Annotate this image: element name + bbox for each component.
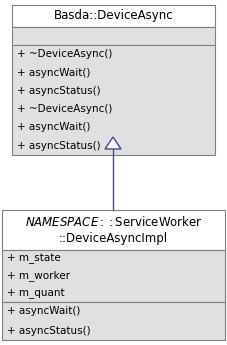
Text: + ~DeviceAsync(): + ~DeviceAsync() (17, 104, 112, 114)
Text: + asyncWait(): + asyncWait() (17, 68, 90, 78)
Bar (12, 27, 215, 45)
Text: + m_quant: + m_quant (7, 288, 65, 298)
Text: + asyncStatus(): + asyncStatus() (17, 141, 101, 151)
Text: Basda::DeviceAsync: Basda::DeviceAsync (54, 10, 173, 22)
Text: + m_worker: + m_worker (7, 270, 70, 282)
Text: + asyncStatus(): + asyncStatus() (7, 325, 91, 335)
Text: + ~DeviceAsync(): + ~DeviceAsync() (17, 49, 112, 59)
Text: $NAMESPACE::$ServiceWorker
::DeviceAsyncImpl: $NAMESPACE::$ServiceWorker ::DeviceAsync… (25, 215, 202, 245)
Text: + asyncWait(): + asyncWait() (7, 306, 80, 316)
Bar (2, 302, 225, 340)
Bar (2, 210, 225, 250)
Text: + m_state: + m_state (7, 254, 61, 264)
Bar (12, 5, 215, 27)
Text: + asyncWait(): + asyncWait() (17, 122, 90, 132)
Bar (12, 45, 215, 155)
Bar (2, 250, 225, 302)
Polygon shape (105, 137, 121, 149)
Text: + asyncStatus(): + asyncStatus() (17, 86, 101, 96)
